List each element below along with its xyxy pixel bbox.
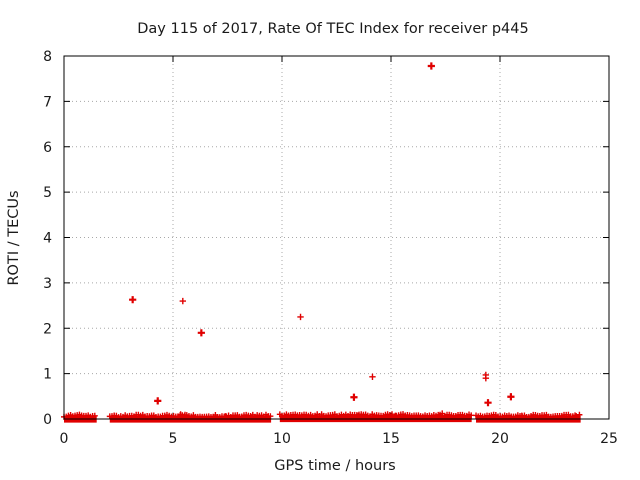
y-tick-label: 0 (43, 412, 52, 428)
y-tick-label: 3 (43, 276, 52, 292)
data-point (427, 62, 435, 70)
chart-title: Day 115 of 2017, Rate Of TEC Index for r… (137, 21, 528, 37)
y-tick-label: 6 (43, 140, 52, 156)
data-point (484, 399, 492, 407)
x-tick-label: 5 (169, 431, 178, 447)
y-tick-label: 7 (43, 94, 52, 110)
data-point (350, 393, 358, 401)
data-point (179, 297, 187, 305)
data-point (482, 374, 490, 382)
grid-lines (64, 56, 609, 419)
data-point (355, 412, 362, 420)
x-tick-label: 25 (600, 431, 618, 447)
data-point (129, 296, 137, 304)
data-point (197, 329, 205, 337)
data-point (573, 413, 580, 420)
x-axis-label: GPS time / hours (274, 458, 395, 474)
x-tick-label: 20 (491, 431, 509, 447)
data-point (439, 410, 446, 417)
data-point (392, 412, 399, 420)
x-tick-label: 0 (60, 431, 69, 447)
y-tick-label: 8 (43, 49, 52, 65)
data-point (369, 373, 376, 381)
x-tick-label: 15 (382, 431, 400, 447)
y-tick-label: 1 (43, 367, 52, 383)
y-tick-label: 4 (43, 231, 52, 247)
data-point (297, 313, 304, 321)
y-tick-label: 5 (43, 185, 52, 201)
data-point (110, 413, 118, 420)
data-point (154, 397, 162, 405)
data-point (507, 393, 515, 401)
data-points (61, 62, 583, 423)
data-point (181, 411, 189, 419)
data-point (518, 412, 525, 420)
data-point (222, 413, 229, 420)
x-tick-label: 10 (273, 431, 291, 447)
axis-ticks: 0 5 10 15 20 25 0 1 2 3 4 5 6 7 8 (43, 49, 618, 447)
baseline-point (91, 412, 98, 419)
plot-frame (63, 55, 610, 420)
y-axis-label: ROTI / TECUs (6, 190, 22, 285)
baseline-point (267, 413, 274, 420)
y-tick-label: 2 (43, 321, 52, 337)
